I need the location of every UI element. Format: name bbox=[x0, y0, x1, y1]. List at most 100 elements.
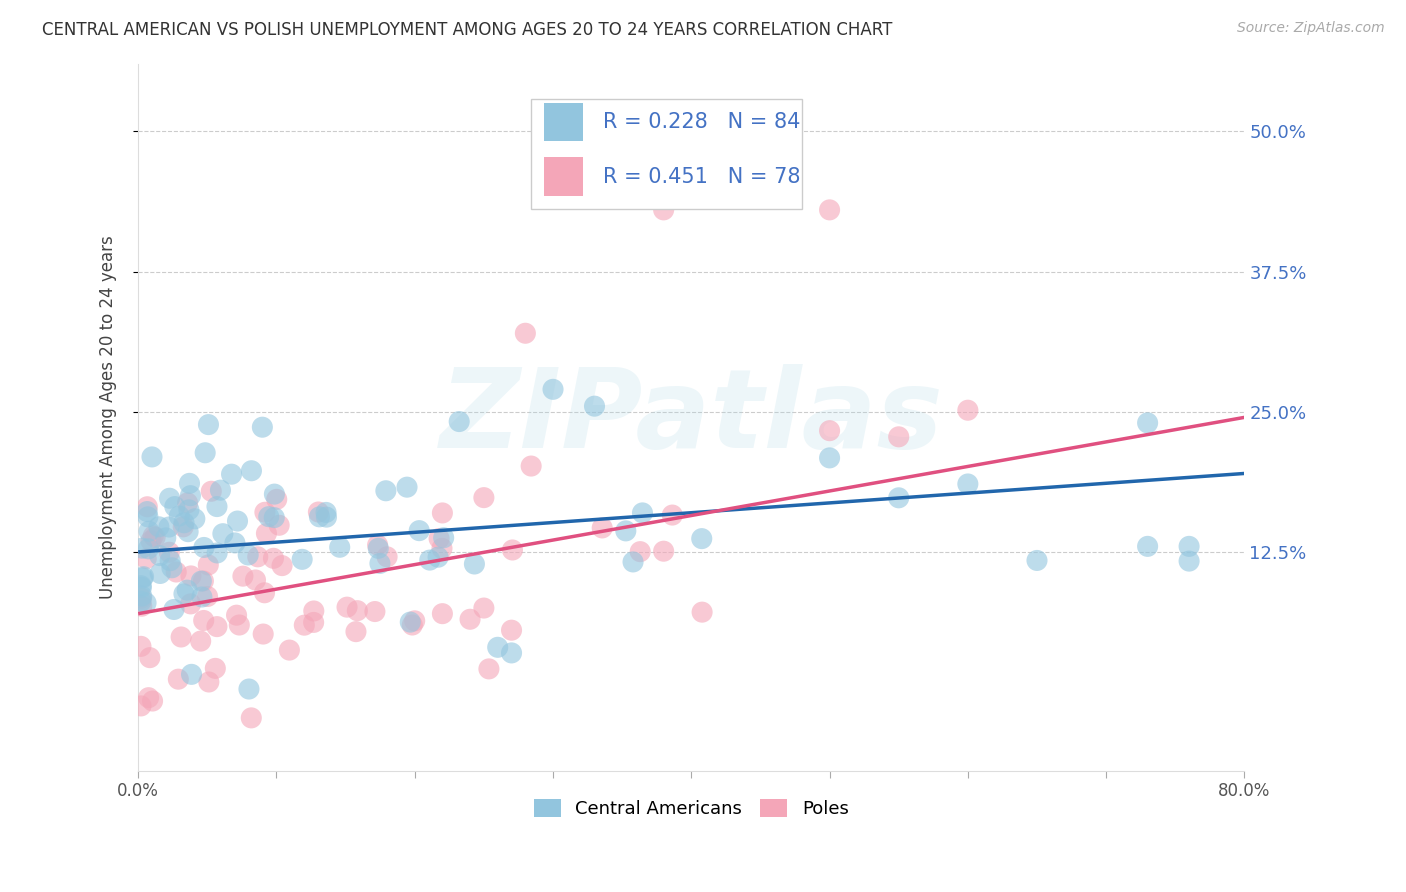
Text: R = 0.451   N = 78: R = 0.451 N = 78 bbox=[603, 167, 800, 186]
Point bbox=[209, 483, 232, 497]
Point bbox=[246, 549, 269, 564]
Point bbox=[432, 607, 454, 621]
Point bbox=[278, 643, 301, 657]
Point bbox=[135, 551, 157, 566]
Point bbox=[520, 458, 543, 473]
Point bbox=[135, 596, 157, 610]
Point bbox=[224, 536, 246, 550]
Point bbox=[197, 417, 219, 432]
Point bbox=[159, 554, 181, 568]
Point bbox=[155, 531, 177, 545]
Point bbox=[501, 646, 523, 660]
Point bbox=[818, 450, 841, 465]
Point bbox=[139, 533, 162, 548]
Point bbox=[329, 541, 352, 555]
Point bbox=[205, 500, 228, 514]
Point bbox=[661, 508, 683, 522]
Point bbox=[245, 573, 267, 587]
FancyBboxPatch shape bbox=[531, 99, 801, 209]
Point bbox=[621, 555, 644, 569]
Point bbox=[184, 512, 207, 526]
Point bbox=[138, 524, 160, 539]
Point bbox=[141, 450, 163, 464]
Point bbox=[404, 614, 426, 628]
Point bbox=[173, 516, 195, 530]
Point bbox=[180, 597, 202, 611]
Point bbox=[193, 541, 215, 555]
Point bbox=[163, 602, 186, 616]
Point bbox=[690, 605, 713, 619]
Point bbox=[486, 640, 509, 655]
Point bbox=[191, 590, 214, 604]
Bar bbox=[544, 157, 583, 196]
Point bbox=[172, 520, 194, 534]
Text: Source: ZipAtlas.com: Source: ZipAtlas.com bbox=[1237, 21, 1385, 35]
Text: CENTRAL AMERICAN VS POLISH UNEMPLOYMENT AMONG AGES 20 TO 24 YEARS CORRELATION CH: CENTRAL AMERICAN VS POLISH UNEMPLOYMENT … bbox=[42, 21, 893, 38]
Point bbox=[1178, 554, 1201, 568]
Point bbox=[228, 618, 250, 632]
Point bbox=[591, 521, 613, 535]
Point bbox=[240, 464, 263, 478]
Point bbox=[315, 510, 337, 524]
Point bbox=[364, 605, 387, 619]
Point bbox=[956, 403, 979, 417]
Point bbox=[238, 681, 260, 696]
Point bbox=[818, 202, 841, 217]
Point bbox=[205, 619, 228, 633]
Point bbox=[631, 506, 654, 520]
Point bbox=[1136, 416, 1159, 430]
Point bbox=[266, 492, 288, 507]
Point bbox=[375, 549, 398, 564]
Point bbox=[291, 552, 314, 566]
Y-axis label: Unemployment Among Ages 20 to 24 years: Unemployment Among Ages 20 to 24 years bbox=[100, 235, 117, 599]
Point bbox=[308, 509, 330, 524]
Point bbox=[1178, 540, 1201, 554]
Point bbox=[408, 524, 430, 538]
Point bbox=[956, 477, 979, 491]
Point bbox=[433, 531, 456, 545]
Point bbox=[652, 544, 675, 558]
Point bbox=[173, 587, 195, 601]
Point bbox=[302, 604, 325, 618]
Point bbox=[346, 604, 368, 618]
Point bbox=[501, 543, 523, 558]
Point bbox=[252, 627, 274, 641]
Point bbox=[193, 574, 215, 588]
Point bbox=[157, 520, 180, 534]
Point bbox=[149, 549, 172, 563]
Point bbox=[253, 505, 276, 519]
Point bbox=[226, 514, 249, 528]
Point bbox=[179, 476, 201, 491]
Point bbox=[430, 541, 453, 556]
Point bbox=[263, 510, 285, 524]
Point bbox=[449, 415, 471, 429]
Point bbox=[129, 698, 152, 713]
Point bbox=[190, 574, 212, 588]
Point bbox=[139, 650, 162, 665]
Point bbox=[170, 630, 193, 644]
Point bbox=[818, 424, 841, 438]
Point bbox=[263, 487, 285, 501]
Point bbox=[131, 580, 153, 594]
Point bbox=[401, 618, 423, 632]
Point bbox=[472, 491, 495, 505]
Point bbox=[129, 579, 152, 593]
Point bbox=[690, 532, 713, 546]
Point bbox=[292, 618, 315, 632]
Point bbox=[197, 590, 219, 604]
Point bbox=[131, 589, 153, 603]
Point bbox=[628, 544, 651, 558]
Point bbox=[1026, 553, 1049, 567]
Point bbox=[887, 491, 910, 505]
Point bbox=[177, 503, 200, 517]
Point bbox=[193, 614, 215, 628]
Point bbox=[515, 326, 537, 341]
Point bbox=[399, 615, 422, 629]
Point bbox=[148, 520, 170, 534]
Point bbox=[271, 558, 294, 573]
Point bbox=[131, 541, 153, 556]
Point bbox=[129, 594, 152, 608]
Point bbox=[254, 526, 277, 541]
Point bbox=[176, 496, 198, 510]
Point bbox=[194, 446, 217, 460]
